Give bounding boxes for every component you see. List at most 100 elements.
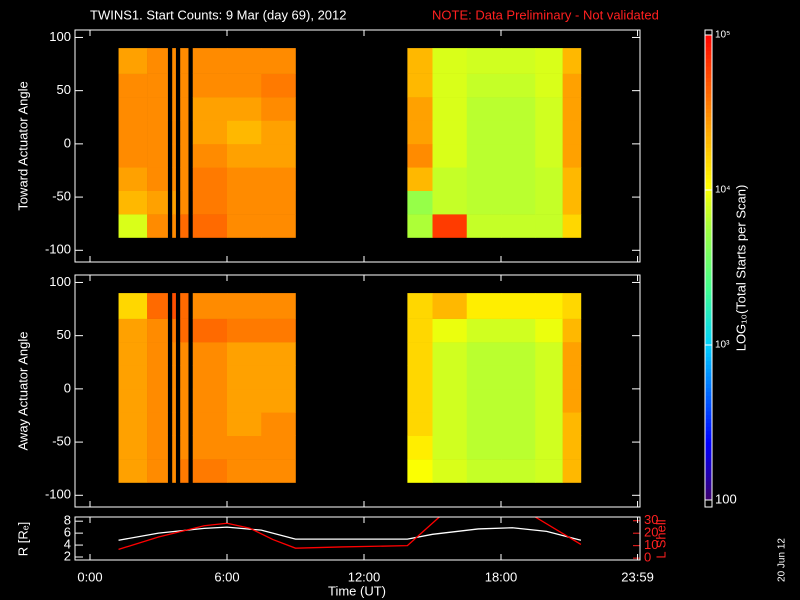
colorbar-swatch [705,124,712,129]
colorbar-swatch [705,197,712,203]
heatmap-cell [466,342,502,366]
heatmap-cell [180,143,189,168]
colorbar-swatch [705,383,712,389]
heatmap-cell [227,48,262,74]
heatmap-cell [147,388,168,413]
y-tick-label: 0 [64,135,71,150]
heatmap-cell [535,73,563,98]
heatmap-cell [192,365,228,390]
colorbar-swatch [705,228,712,234]
heatmap-cell [192,97,228,121]
y-label: R [Rₑ] [15,522,30,556]
y2-tick-label: 10 [644,537,658,552]
heatmap-cell [466,190,502,215]
colorbar-swatch [705,42,712,48]
heatmap-cell [180,73,189,98]
heatmap-cell [192,412,228,436]
heatmap-cell [118,412,148,436]
y-tick-label: -50 [52,189,71,204]
heatmap-cell [192,388,228,413]
heatmap-cell [192,459,228,483]
colorbar-swatch [705,430,712,435]
colorbar-swatch [705,38,712,44]
x-tick-label: 23:59 [621,569,654,584]
heatmap-cell [535,459,563,483]
colorbar-swatch [705,476,712,482]
colorbar-swatch [705,104,712,110]
colorbar-tick-label: 10³ [715,340,730,351]
heatmap-cell [180,318,189,343]
colorbar-swatch [705,178,712,183]
heatmap-cell [118,318,148,343]
y2-tick-label: 20 [644,525,658,540]
colorbar-swatch [705,407,712,412]
heatmap-cell [407,412,433,436]
heatmap-cell [407,167,433,191]
heatmap-cell [147,365,168,390]
heatmap-cell [227,318,262,343]
colorbar-swatch [705,139,712,144]
heatmap-cell [261,143,296,168]
heatmap-cell [466,73,502,98]
heatmap-cell [147,167,168,191]
colorbar-swatch [705,368,712,373]
heatmap-cell [466,459,502,483]
heatmap-cell [562,143,582,168]
y-tick-label: -50 [52,434,71,449]
heatmap-cell [432,459,468,483]
heatmap-cell [147,214,168,238]
heatmap-cell [227,97,262,121]
heatmap-cell [147,435,168,460]
colorbar-swatch [705,492,712,497]
heatmap-cell [180,214,189,238]
heatmap-cell [535,388,563,413]
colorbar-swatch [705,73,712,79]
colorbar-swatch [705,418,712,423]
colorbar-swatch [705,395,712,400]
heatmap-cell [118,365,148,390]
colorbar-swatch [705,325,712,330]
colorbar-swatch [705,46,712,51]
colorbar-swatch [705,69,712,75]
heatmap-cell [466,318,502,343]
heatmap-cell [227,293,262,319]
series-line [118,526,582,541]
heatmap-cell [261,365,296,390]
heatmap-cell [118,293,148,319]
heatmap-cell [466,388,502,413]
colorbar-swatch [705,453,712,458]
heatmap-cell [172,412,176,436]
colorbar-swatch [705,240,712,245]
heatmap-cell [261,120,296,145]
colorbar-swatch [705,108,712,113]
colorbar-swatch [705,135,712,141]
heatmap-cell [501,214,536,238]
heatmap-cell [147,73,168,98]
heatmap-cell [407,190,433,215]
heatmap-cell [432,214,468,238]
x-tick-label: 18:00 [485,569,518,584]
colorbar-swatch [705,209,712,214]
colorbar-swatch [705,58,712,63]
heatmap-cell [535,48,563,74]
heatmap-cell [501,143,536,168]
heatmap-cell [562,97,582,121]
colorbar-swatch [705,472,712,478]
heatmap-cell [192,120,228,145]
y-tick-label: -100 [45,242,71,257]
colorbar-swatch [705,348,712,354]
colorbar-swatch [705,414,712,420]
colorbar-swatch [705,286,712,292]
series-line [118,517,582,551]
colorbar-swatch [705,364,712,369]
x-label: Time (UT) [328,583,386,598]
heatmap-cell [261,73,296,98]
colorbar-swatch [705,97,712,102]
heatmap-cell [192,435,228,460]
colorbar-swatch [705,248,712,253]
colorbar-swatch [705,186,712,191]
heatmap-cell [172,190,176,215]
colorbar-swatch [705,314,712,319]
heatmap-cell [466,214,502,238]
colorbar-swatch [705,128,712,133]
